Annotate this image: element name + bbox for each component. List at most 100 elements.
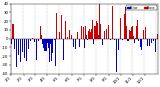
Bar (63, 39, 64, 60)
Bar (35, 39, 36, 51)
Bar (61, 15, 62, 39)
Bar (32, 38, 33, 39)
Bar (137, 20, 138, 39)
Bar (55, 39, 56, 66)
Bar (82, 18, 83, 39)
Bar (20, 39, 21, 62)
Bar (77, 32, 78, 39)
Bar (51, 39, 52, 61)
Bar (64, 35, 65, 39)
Bar (16, 39, 17, 67)
Bar (39, 39, 40, 41)
Bar (102, 39, 103, 45)
Bar (157, 34, 158, 39)
Bar (67, 37, 68, 39)
Bar (46, 39, 47, 51)
Bar (106, 29, 107, 39)
Bar (152, 30, 153, 39)
Bar (129, 30, 130, 39)
Bar (18, 39, 19, 55)
Bar (144, 38, 145, 39)
Bar (135, 38, 136, 39)
Bar (60, 39, 61, 59)
Bar (81, 25, 82, 39)
Bar (155, 39, 156, 52)
Bar (17, 39, 18, 56)
Bar (131, 27, 132, 39)
Bar (127, 39, 128, 41)
Bar (56, 13, 57, 39)
Bar (83, 27, 84, 39)
Bar (148, 37, 149, 39)
Bar (59, 32, 60, 39)
Bar (47, 39, 48, 43)
Bar (153, 39, 154, 41)
Bar (116, 39, 117, 72)
Bar (13, 23, 14, 39)
Bar (114, 39, 115, 40)
Bar (124, 14, 125, 39)
Bar (140, 39, 141, 47)
Bar (36, 39, 37, 60)
Bar (123, 38, 124, 39)
Bar (143, 30, 144, 39)
Bar (71, 35, 72, 39)
Bar (134, 39, 135, 43)
Bar (52, 39, 53, 53)
Bar (90, 32, 91, 39)
Bar (128, 39, 129, 41)
Bar (30, 39, 31, 41)
Bar (136, 26, 137, 39)
Bar (141, 39, 142, 50)
Bar (79, 39, 80, 47)
Bar (89, 29, 90, 39)
Bar (73, 39, 74, 47)
Bar (96, 21, 97, 39)
Bar (115, 22, 116, 39)
Bar (119, 31, 120, 39)
Bar (94, 26, 95, 39)
Bar (31, 39, 32, 41)
Bar (93, 39, 94, 44)
Bar (85, 26, 86, 39)
Legend: Below, Above: Below, Above (126, 5, 156, 10)
Bar (75, 39, 76, 49)
Bar (133, 35, 134, 39)
Bar (42, 39, 43, 44)
Bar (43, 39, 44, 48)
Bar (12, 24, 13, 39)
Bar (101, 19, 102, 39)
Bar (104, 31, 105, 39)
Bar (149, 39, 150, 46)
Bar (26, 39, 27, 61)
Bar (22, 39, 23, 52)
Bar (120, 18, 121, 39)
Bar (98, 35, 99, 39)
Bar (49, 39, 50, 62)
Bar (50, 39, 51, 44)
Bar (45, 39, 46, 51)
Bar (28, 39, 29, 49)
Bar (122, 39, 123, 40)
Bar (147, 39, 148, 46)
Bar (68, 37, 69, 39)
Bar (118, 39, 119, 50)
Bar (44, 39, 45, 51)
Bar (78, 13, 79, 39)
Bar (38, 39, 39, 41)
Bar (126, 26, 127, 39)
Bar (110, 39, 111, 40)
Bar (48, 39, 49, 48)
Bar (130, 31, 131, 39)
Bar (132, 26, 133, 39)
Bar (69, 30, 70, 39)
Bar (34, 39, 35, 41)
Bar (108, 25, 109, 39)
Bar (24, 39, 25, 58)
Bar (86, 35, 87, 39)
Bar (14, 39, 15, 49)
Bar (97, 23, 98, 39)
Bar (145, 27, 146, 39)
Bar (100, 24, 101, 39)
Bar (112, 6, 113, 39)
